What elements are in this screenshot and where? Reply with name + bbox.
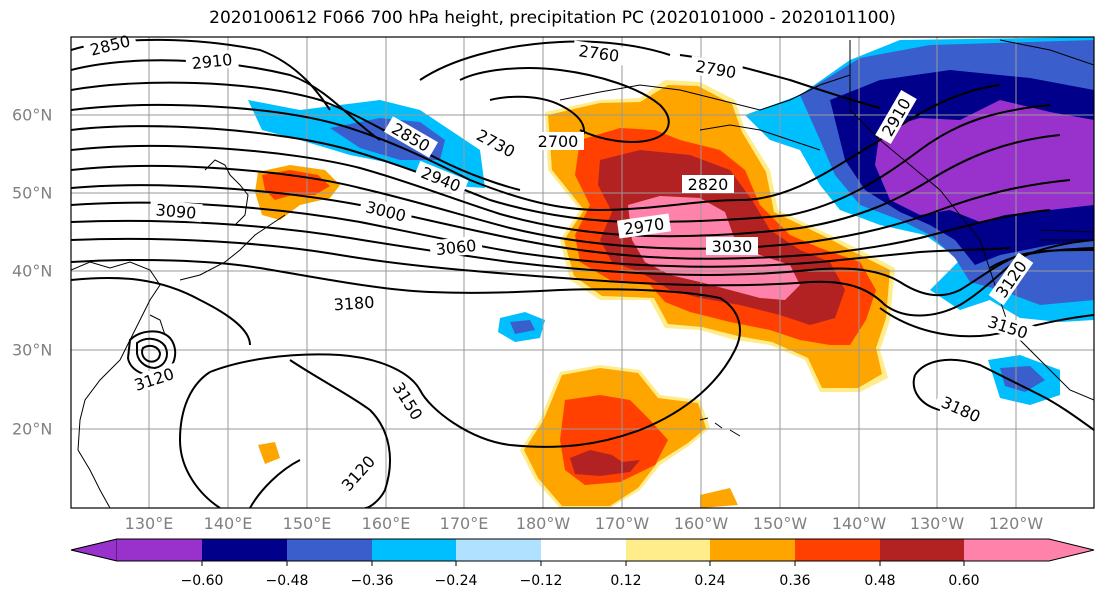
colorbar-tick-label: −0.24	[434, 573, 478, 589]
colorbar	[70, 538, 1095, 566]
colorbar-tick-label: 0.24	[694, 573, 726, 589]
longitude-label: 170°E	[439, 514, 489, 533]
longitude-label: 170°W	[594, 514, 650, 533]
contour-label: 3060	[435, 236, 477, 259]
longitude-label: 150°W	[752, 514, 808, 533]
longitude-label: 180°W	[515, 514, 571, 533]
colorbar-segment	[456, 539, 541, 561]
contour-label: 2700	[538, 132, 579, 151]
colorbar-segment	[372, 539, 456, 561]
precip-negative-area	[1000, 366, 1045, 392]
colorbar-segment	[964, 539, 1049, 561]
contour-label: 2820	[688, 175, 729, 194]
longitude-label: 160°E	[361, 514, 411, 533]
map-title: 2020100612 F066 700 hPa height, precipit…	[209, 8, 896, 28]
height-contours	[71, 38, 1094, 508]
precip-negative-area	[510, 320, 535, 334]
colorbar-tick-label: 0.12	[610, 573, 642, 589]
colorbar-segment	[287, 539, 372, 561]
longitude-label: 150°E	[282, 514, 332, 533]
colorbar-tick-label: −0.48	[265, 573, 309, 589]
latitude-label: 30°N	[12, 340, 53, 360]
longitude-label: 130°E	[124, 514, 174, 533]
colorbar-tick-label: −0.60	[180, 573, 224, 589]
colorbar-tick-label: −0.36	[350, 573, 394, 589]
contour-label: 2910	[191, 50, 233, 73]
latitude-label: 40°N	[12, 261, 53, 281]
map-gridlines	[71, 37, 1094, 508]
colorbar-segment	[710, 539, 795, 561]
colorbar-tick-label: 0.60	[948, 573, 980, 589]
precip-positive-area	[258, 442, 280, 464]
contour-label: 3030	[712, 237, 753, 256]
colorbar-segment	[541, 539, 626, 561]
colorbar-tick-label: −0.12	[519, 573, 563, 589]
latitude-label: 20°N	[12, 419, 53, 439]
longitude-label: 120°W	[988, 514, 1044, 533]
colorbar-segment	[795, 539, 880, 561]
longitude-label: 160°W	[673, 514, 729, 533]
precip-positive-area	[700, 488, 738, 508]
longitude-label: 140°W	[831, 514, 887, 533]
colorbar-segment	[880, 539, 964, 561]
latitude-label: 50°N	[12, 183, 53, 203]
colorbar-tick-label: 0.36	[779, 573, 811, 589]
longitude-label: 140°E	[203, 514, 253, 533]
colorbar-segment	[1049, 539, 1094, 561]
colorbar-segment	[202, 539, 287, 561]
coastlines	[71, 39, 1094, 508]
colorbar-segment	[70, 538, 118, 562]
map-frame	[70, 36, 1095, 509]
contour-label: 3180	[333, 293, 375, 315]
colorbar-segment	[117, 539, 202, 561]
precip-negative-area	[875, 100, 1094, 222]
contour-label: 3090	[155, 200, 197, 222]
latitude-label: 60°N	[12, 105, 53, 125]
longitude-label: 130°W	[909, 514, 965, 533]
colorbar-segment	[626, 539, 710, 561]
colorbar-tick-label: 0.48	[864, 573, 896, 589]
